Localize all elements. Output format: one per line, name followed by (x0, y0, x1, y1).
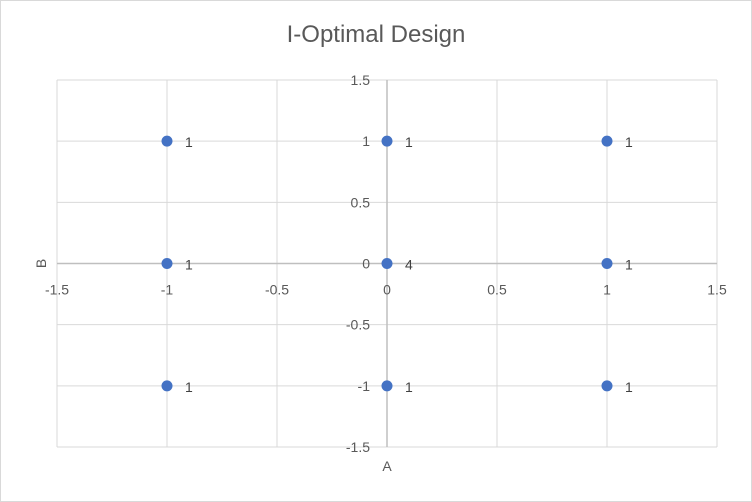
data-label: 1 (405, 134, 413, 150)
data-point (381, 380, 393, 392)
data-point (161, 380, 173, 392)
data-point (381, 135, 393, 147)
data-label: 4 (405, 257, 413, 273)
y-tick-label: -0.5 (346, 317, 370, 333)
data-point (161, 258, 173, 269)
x-tick-label: -0.5 (265, 282, 289, 298)
data-label: 1 (625, 257, 633, 273)
data-label: 1 (625, 134, 633, 150)
y-tick-label: 0 (362, 256, 370, 272)
data-point (601, 380, 613, 392)
x-tick-label: 0.5 (487, 282, 507, 298)
data-label: 1 (185, 257, 193, 273)
data-label: 1 (185, 379, 193, 395)
data-label: 1 (405, 379, 413, 395)
data-label: 1 (185, 134, 193, 150)
x-tick-label: 1 (603, 282, 611, 298)
y-axis-title: B (33, 259, 49, 268)
y-tick-label: -1.5 (346, 439, 370, 455)
data-point (381, 258, 393, 269)
data-point (161, 135, 173, 147)
data-label: 1 (625, 379, 633, 395)
y-tick-label: 1 (362, 133, 370, 149)
x-tick-label: 0 (383, 282, 391, 298)
chart-title: I-Optimal Design (286, 21, 466, 48)
y-tick-label: -1 (358, 378, 371, 394)
data-point (601, 135, 613, 147)
x-axis-title: A (382, 458, 392, 474)
x-tick-label: -1.5 (45, 282, 69, 298)
x-tick-label: -1 (161, 282, 174, 298)
y-tick-label: 0.5 (351, 194, 371, 210)
y-tick-label: 1.5 (351, 72, 371, 88)
x-tick-label: 1.5 (707, 282, 727, 298)
data-point (601, 258, 613, 269)
